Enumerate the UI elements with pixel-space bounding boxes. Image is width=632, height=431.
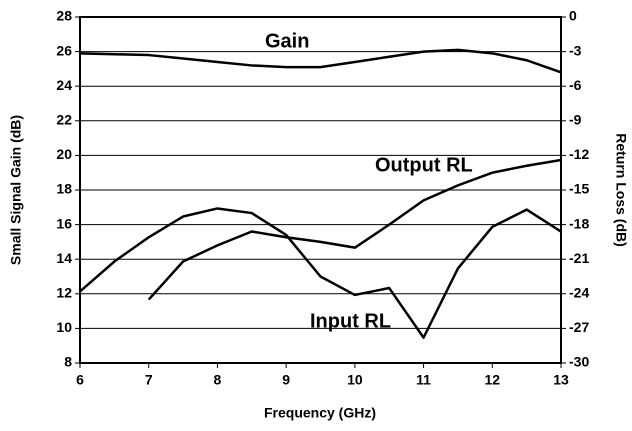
x-tick-label: 7 [145,372,153,388]
x-axis-title: Frequency (GHz) [264,405,376,421]
y2-tick-label: -9 [569,112,582,128]
y-tick-label: 22 [56,112,72,128]
series-label: Input RL [310,310,391,332]
y-tick-label: 14 [56,250,72,266]
y2-tick-label: -18 [569,215,589,231]
y2-tick-label: -6 [569,77,582,93]
y2-tick-label: -15 [569,181,589,197]
plot-frame [79,16,562,364]
x-tick-label: 9 [282,372,290,388]
series-line [79,207,562,339]
series-line [147,158,562,301]
x-tick-label: 11 [416,372,431,388]
y-tick-label: 24 [56,77,72,93]
y2-axis-title: Return Loss (dB) [613,133,629,247]
x-tick-label: 6 [76,372,84,388]
y-tick-label: 10 [56,319,72,335]
series-label: Output RL [375,154,473,176]
x-tick-label: 13 [553,372,569,388]
y-tick-label: 28 [56,8,72,24]
y-tick-label: 16 [56,215,72,231]
x-tick-label: 10 [347,372,363,388]
y2-tick-label: -30 [569,354,589,370]
x-tick-label: 12 [484,372,500,388]
series-label: Gain [265,30,309,52]
y-tick-label: 12 [56,285,72,301]
series-line [79,48,562,74]
y-tick-label: 26 [56,42,72,58]
y2-tick-label: 0 [569,8,577,24]
y2-tick-label: -24 [569,285,589,301]
y-tick-label: 20 [56,146,72,162]
x-tick-label: 8 [214,372,222,388]
y2-tick-label: -3 [569,42,582,58]
y2-tick-label: -21 [569,250,589,266]
y-tick-label: 18 [56,181,72,197]
y-axis-title: Small Signal Gain (dB) [8,115,24,265]
y-tick-label: 8 [64,354,72,370]
y2-tick-label: -27 [569,319,589,335]
y2-tick-label: -12 [569,146,589,162]
